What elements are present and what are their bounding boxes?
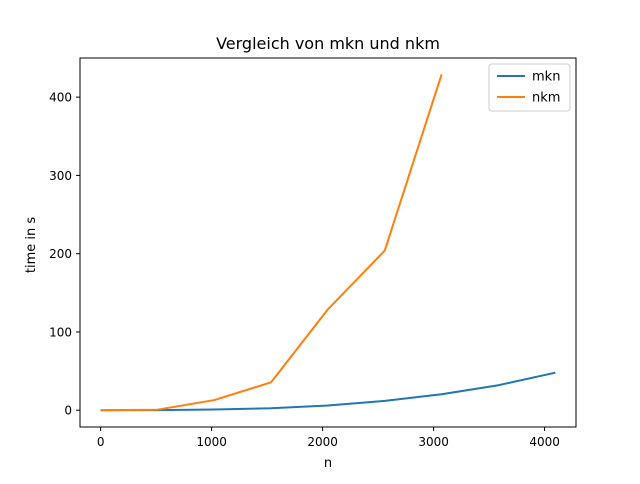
y-tick-label: 400 — [49, 91, 72, 105]
y-tick-label: 300 — [49, 169, 72, 183]
legend-label-nkm: nkm — [532, 91, 560, 106]
legend: mkn nkm — [488, 63, 571, 112]
y-axis-label: time in s — [24, 217, 39, 273]
series-line-nkm — [100, 74, 443, 412]
legend-label-mkn: mkn — [532, 70, 560, 85]
x-tick-label: 3000 — [418, 435, 449, 449]
x-tick-label: 0 — [97, 435, 105, 449]
chart-title: Vergleich von mkn und nkm — [216, 34, 440, 53]
y-axis-ticks: 0 100 200 300 400 — [49, 91, 80, 418]
x-tick-label: 2000 — [307, 435, 338, 449]
y-tick-label: 200 — [49, 247, 72, 261]
series-line-mkn — [100, 371, 556, 412]
x-axis-ticks: 0 1000 2000 3000 4000 — [97, 427, 560, 449]
x-tick-label: 1000 — [196, 435, 227, 449]
series-lines — [100, 74, 556, 412]
plot-area-frame — [79, 57, 577, 428]
y-tick-label: 0 — [64, 404, 72, 418]
x-tick-label: 4000 — [529, 435, 560, 449]
x-axis-label: n — [324, 456, 332, 471]
y-tick-label: 100 — [49, 325, 72, 339]
